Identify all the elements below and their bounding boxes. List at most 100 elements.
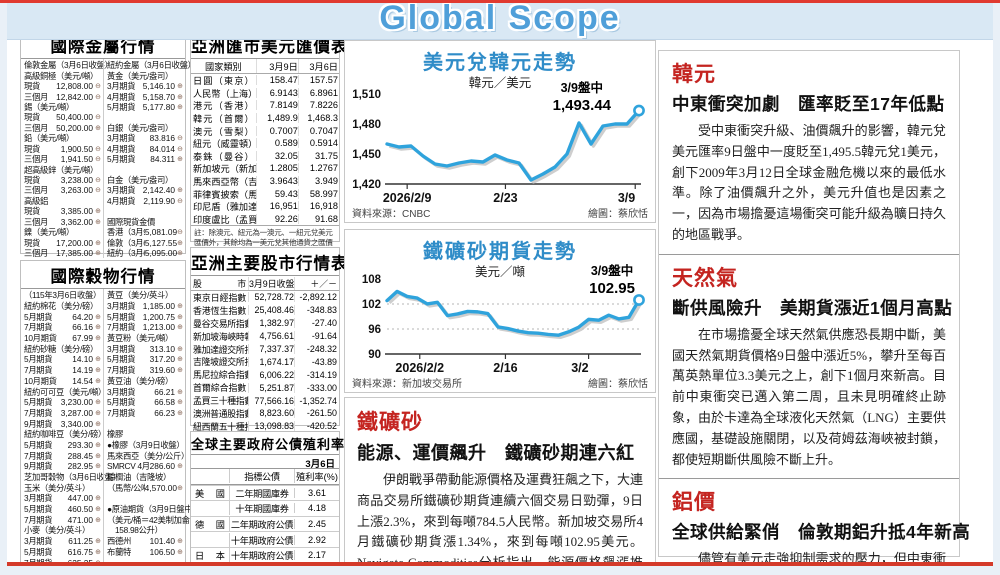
fx-row: 紐元（威靈頓） 0.589 0.5914: [191, 137, 339, 150]
bonds-table-title: 全球主要政府公債殖利率: [191, 432, 344, 455]
fx-row: 印尼盾（雅加達） 16,951 16,918: [191, 200, 339, 213]
trend-icon: ⊕: [177, 103, 183, 111]
table-row: 三個月 3,263.00 ⊖: [24, 185, 101, 195]
row-value: 317.20: [149, 354, 175, 365]
index-close: 7,337.37: [248, 344, 294, 354]
row-label: 7月期貨: [24, 365, 53, 376]
table-row: 國際現貨金價: [107, 217, 183, 227]
rate-mar9: 1,489.9: [255, 113, 298, 124]
row-label: 紐約咖啡豆（美分/磅）: [24, 429, 106, 440]
index-close: 77,566.16: [248, 395, 294, 406]
currency-name: 泰銖（曼谷）: [193, 151, 254, 162]
stock-row: 東京日經指數 52,728.72 -2,892.12: [191, 291, 339, 304]
row-value: 2,119.90: [143, 195, 175, 206]
bonds-header-row: 指標公債 殖利率(%): [191, 468, 339, 485]
table-row: 9月期貨 3,340.00 ⊕: [24, 418, 101, 429]
rate-mar6: 31.75: [297, 150, 339, 161]
row-label: 3月期貨: [24, 493, 53, 504]
row-label: 高級銅極（美元/噸）: [24, 70, 98, 81]
table-row: （馬幣/公噸） 4,570.00 ⊕: [107, 482, 183, 493]
table-row: 5月期貨 3,230.00 ⊕: [24, 397, 101, 408]
trend-icon: ⊕: [177, 187, 183, 195]
table-row: 3月期貨 611.25 ⊕: [24, 536, 101, 547]
article-title: 鐵礦砂: [357, 411, 423, 434]
stocks-header-name: 股市: [193, 278, 246, 289]
row-label: 5月期貨: [107, 101, 136, 112]
rate-mar9: 32.05: [255, 150, 298, 161]
index-name: 澳洲普通股指數: [193, 408, 248, 419]
table-row: 黃豆（美分/英斗）: [107, 290, 183, 301]
trend-icon: ⊕: [95, 335, 101, 343]
row-value: 5,081.09: [144, 227, 178, 238]
row-value: 66.23: [154, 407, 175, 418]
row-label: 黃金（美元/盎司）: [107, 70, 173, 81]
fx-row: 馬來西亞幣（吉隆坡） 3.9643 3.949: [191, 175, 339, 188]
table-row: 現貨 50,400.00 ⊖: [24, 112, 101, 122]
stock-row: 馬尼拉綜合指數 6,006.22 -314.19: [191, 368, 339, 381]
trend-icon: ⊕: [177, 156, 183, 164]
trend-icon: ⊕: [95, 506, 101, 514]
index-change: -43.89: [294, 356, 339, 367]
gas-article: 天然氣 斷供風險升 美期貨漲近1個月高點 在市場擔憂全球天然氣供應恐長期中斷，美…: [659, 255, 959, 479]
trend-icon: ⊕: [95, 324, 101, 332]
stocks-header-chg: ＋／－: [294, 276, 339, 290]
row-label: 三個月: [24, 185, 48, 196]
trend-icon: ⊕: [95, 377, 101, 385]
index-close: 1,382.97: [248, 318, 294, 329]
rate-mar6: 0.7047: [297, 125, 339, 136]
article-body: 伊朗戰爭帶動能源價格及運費狂飆之下，大連商品交易所鐵礦砂期貨連續六個交易日勁彈，…: [357, 472, 644, 570]
table-row: 三個月 3,362.00 ⊕: [24, 217, 101, 227]
bond-yield: 2.17: [294, 550, 339, 561]
trend-icon: ⊕: [95, 538, 101, 546]
table-row: 3月期貨 5,146.10 ⊕: [107, 81, 183, 91]
fx-row: 人民幣（上海） 6.9143 6.8961: [191, 87, 339, 100]
rate-mar9: 1.2805: [255, 163, 298, 174]
table-row: 5月期貨 293.30 ⊕: [24, 440, 101, 451]
index-change: -248.32: [294, 344, 339, 354]
table-row: 黃金（美元/盎司）: [107, 70, 183, 81]
table-row: 橡膠: [107, 429, 183, 440]
row-value: 3,238.00: [60, 175, 93, 186]
row-value: 1,200.75: [142, 311, 175, 322]
rate-mar6: 0.5914: [297, 138, 339, 149]
row-label: 5月期貨: [24, 504, 53, 515]
table-row: 5月期貨 66.58 ⊕: [107, 397, 183, 408]
row-value: 471.00: [67, 514, 93, 525]
row-value: 14.54: [72, 375, 93, 386]
table-row: 超高級鋅（美元/噸）: [24, 164, 101, 175]
fx-footnote: 註：除澳元、紐元為一澳元、一紐元兌美元匯價外，其餘均為一美元兌其他通貨之匯價: [191, 225, 339, 249]
fx-row: 新加坡元（新加坡） 1.2805 1.2767: [191, 162, 339, 175]
rate-mar9: 7.8149: [255, 100, 298, 111]
index-name: 東京日經指數: [193, 292, 246, 303]
table-row: 3月期貨 1,185.00 ⊕: [107, 301, 183, 312]
trend-icon: ⊕: [95, 367, 101, 375]
table-row: 4月期貨 84.014 ⊖: [107, 144, 183, 154]
right-articles-column: 韓元 中東衝突加劇 匯率貶至17年低點 受中東衝突升級、油價飆升的影響，韓元兌美…: [658, 50, 970, 575]
row-label: 黃豆粉（美元/噸）: [107, 333, 173, 344]
trend-icon: ⊕: [95, 239, 101, 247]
table-row: 鉛（美元/噸）: [24, 133, 101, 143]
row-label: 三個月: [24, 154, 48, 165]
article-body: 受中東衝突升級、油價飆升的影響，韓元兌美元匯率9日盤中一度貶至1,495.5韓元…: [672, 123, 946, 242]
table-row: 4月期貨 5,158.70 ⊕: [107, 91, 183, 102]
trend-icon: ⊕: [177, 250, 183, 258]
table-row: 7月期貨 66.23 ⊕: [107, 408, 183, 419]
row-label: 3月期貨: [107, 133, 136, 144]
bond-name: 二年期國庫券: [229, 485, 294, 500]
stock-row: 紐西蘭五十種指數 13,098.83 -420.52: [191, 420, 339, 433]
table-row: 7月期貨 319.60 ⊕: [107, 365, 183, 376]
trend-icon: ⊖: [95, 187, 101, 195]
trend-icon: ⊕: [95, 313, 101, 321]
row-value: 17,200.00: [56, 237, 93, 248]
row-label: 9月期貨: [24, 461, 53, 472]
row-label: 芝加哥穀物（3月6日收盤）: [24, 472, 121, 483]
row-value: 1,900.50: [60, 143, 93, 154]
index-change: -261.50: [294, 408, 339, 419]
rate-mar9: 158.47: [255, 75, 298, 86]
row-label: （115年3月6日收盤）: [24, 290, 101, 301]
table-row: 7月期貨 288.45 ⊕: [24, 450, 101, 461]
stock-row: 曼谷交易所指數 1,382.97 -27.40: [191, 317, 339, 330]
rate-mar9: 3.9643: [255, 176, 298, 187]
row-value: 1,941.50: [60, 154, 93, 165]
index-close: 5,251.87: [248, 382, 294, 393]
